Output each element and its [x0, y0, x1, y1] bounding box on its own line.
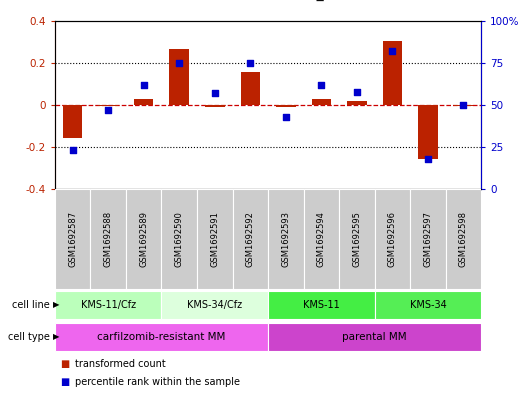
Text: KMS-11/Cfz: KMS-11/Cfz: [81, 300, 136, 310]
Text: GSM1692598: GSM1692598: [459, 211, 468, 267]
Text: KMS-34/Cfz: KMS-34/Cfz: [187, 300, 242, 310]
Bar: [98, 105, 118, 106]
Bar: [410, 189, 446, 289]
Bar: [233, 189, 268, 289]
Bar: [55, 290, 162, 320]
Bar: [276, 105, 295, 107]
Text: KMS-34: KMS-34: [410, 300, 446, 310]
Point: [281, 114, 290, 120]
Bar: [169, 50, 189, 105]
Bar: [446, 189, 481, 289]
Bar: [55, 323, 268, 351]
Text: GSM1692597: GSM1692597: [424, 211, 433, 267]
Bar: [374, 189, 410, 289]
Bar: [339, 189, 374, 289]
Text: KMS-11: KMS-11: [303, 300, 340, 310]
Text: GSM1692596: GSM1692596: [388, 211, 397, 267]
Point: [104, 107, 112, 113]
Text: GSM1692592: GSM1692592: [246, 211, 255, 267]
Point: [459, 102, 468, 108]
Bar: [312, 99, 331, 105]
Point: [317, 82, 325, 88]
Bar: [63, 105, 83, 138]
Text: GSM1692594: GSM1692594: [317, 211, 326, 267]
Point: [175, 60, 184, 66]
Bar: [241, 72, 260, 105]
Bar: [268, 323, 481, 351]
Text: transformed count: transformed count: [75, 359, 166, 369]
Text: ▶: ▶: [53, 301, 59, 310]
Bar: [268, 290, 374, 320]
Bar: [55, 189, 90, 289]
Text: carfilzomib-resistant MM: carfilzomib-resistant MM: [97, 332, 225, 342]
Text: GSM1692589: GSM1692589: [139, 211, 148, 267]
Bar: [418, 105, 438, 158]
Bar: [303, 189, 339, 289]
Bar: [383, 41, 402, 105]
Point: [140, 82, 148, 88]
Bar: [347, 101, 367, 105]
Text: ■: ■: [60, 377, 70, 387]
Text: cell type: cell type: [8, 332, 50, 342]
Bar: [453, 105, 473, 106]
Text: GDS5826 / 228467_at: GDS5826 / 228467_at: [185, 0, 338, 1]
Text: GSM1692590: GSM1692590: [175, 211, 184, 267]
Bar: [205, 105, 224, 107]
Point: [246, 60, 255, 66]
Bar: [268, 189, 303, 289]
Text: parental MM: parental MM: [342, 332, 407, 342]
Bar: [162, 189, 197, 289]
Bar: [197, 189, 233, 289]
Bar: [90, 189, 126, 289]
Point: [388, 48, 396, 54]
Text: GSM1692587: GSM1692587: [68, 211, 77, 267]
Text: ■: ■: [60, 359, 70, 369]
Point: [353, 88, 361, 95]
Text: GSM1692595: GSM1692595: [353, 211, 361, 267]
Text: ▶: ▶: [53, 332, 59, 342]
Bar: [134, 99, 153, 105]
Text: GSM1692591: GSM1692591: [210, 211, 219, 267]
Text: cell line: cell line: [12, 300, 50, 310]
Bar: [162, 290, 268, 320]
Text: percentile rank within the sample: percentile rank within the sample: [75, 377, 240, 387]
Point: [211, 90, 219, 96]
Point: [424, 156, 432, 162]
Bar: [374, 290, 481, 320]
Bar: [126, 189, 162, 289]
Text: GSM1692588: GSM1692588: [104, 211, 112, 267]
Text: GSM1692593: GSM1692593: [281, 211, 290, 267]
Point: [69, 147, 77, 154]
